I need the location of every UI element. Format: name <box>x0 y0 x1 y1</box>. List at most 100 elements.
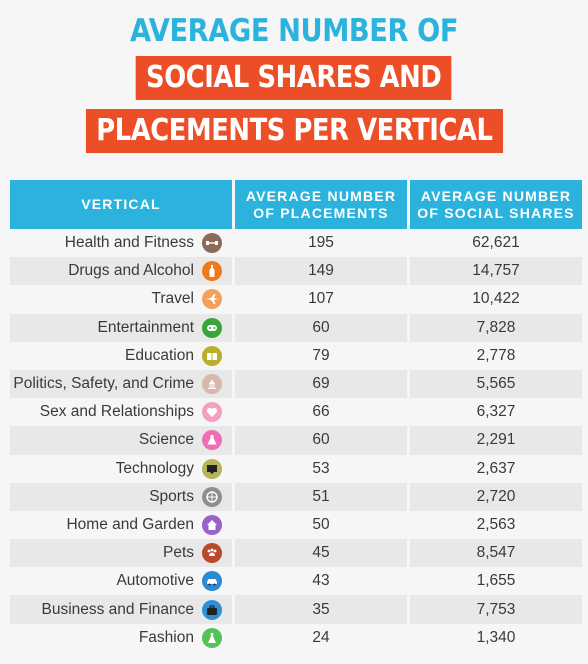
vertical-name: Drugs and Alcohol <box>68 262 194 280</box>
vertical-name: Travel <box>151 290 195 308</box>
shares-cell: 2,720 <box>410 482 582 511</box>
placements-cell: 60 <box>235 313 407 342</box>
vertical-name: Health and Fitness <box>64 234 194 252</box>
paw-icon <box>202 543 222 564</box>
placements-cell: 107 <box>308 290 334 308</box>
vertical-cell: Sports <box>10 482 232 511</box>
table-row: Politics, Safety, and Crime 69 5,565 <box>10 369 582 399</box>
header-placements: AVERAGE NUMBER OF PLACEMENTS <box>235 180 407 229</box>
book-icon <box>202 345 222 366</box>
vertical-name: Politics, Safety, and Crime <box>13 375 194 393</box>
vertical-name: Science <box>138 431 194 449</box>
table-row: Drugs and Alcohol 149 14,757 <box>10 257 582 286</box>
shares-cell: 14,757 <box>410 257 582 286</box>
placements-cell: 79 <box>312 346 330 364</box>
placements-cell: 69 <box>235 369 407 399</box>
shares-cell: 6,327 <box>476 403 516 421</box>
title-ribbon-2: PLACEMENTS PER VERTICAL <box>85 109 503 153</box>
placements-cell: 35 <box>235 595 407 624</box>
table-row: Travel 107 10,422 <box>10 285 582 313</box>
shares-cell: 7,753 <box>410 595 582 624</box>
vertical-name: Fashion <box>138 628 194 646</box>
header-shares-line-2: OF SOCIAL SHARES <box>417 204 575 221</box>
header-shares: AVERAGE NUMBER OF SOCIAL SHARES <box>410 180 582 229</box>
infographic: AVERAGE NUMBER OF SOCIAL SHARES AND PLAC… <box>0 10 588 664</box>
car-icon <box>202 571 222 592</box>
heart-icon <box>202 402 222 423</box>
shares-cell: 5,565 <box>410 369 582 399</box>
vertical-name: Sports <box>149 487 194 505</box>
table-row: Business and Finance 35 7,753 <box>10 595 582 624</box>
vertical-name: Technology <box>115 459 194 477</box>
placements-cell: 51 <box>235 482 407 511</box>
table-row: Fashion 24 1,340 <box>10 624 582 652</box>
shares-cell: 2,563 <box>476 515 516 533</box>
vertical-name: Automotive <box>116 572 194 590</box>
header-vertical: VERTICAL <box>10 180 232 229</box>
vertical-cell: Pets <box>10 539 232 568</box>
vertical-cell: Fashion <box>10 624 232 652</box>
vertical-cell: Business and Finance <box>10 595 232 624</box>
placements-cell: 50 <box>312 515 330 533</box>
vertical-cell: Health and Fitness <box>10 229 232 257</box>
table-row: Sports 51 2,720 <box>10 482 582 511</box>
shares-cell: 2,778 <box>476 346 516 364</box>
flask-icon <box>202 430 222 451</box>
vertical-cell: Travel <box>10 285 232 313</box>
table-row: Sex and Relationships 66 6,327 <box>10 398 582 426</box>
table-body: Health and Fitness 195 62,621 Drugs and Alc… <box>10 229 582 652</box>
shares-cell: 10,422 <box>472 290 520 308</box>
placements-cell: 149 <box>235 257 407 286</box>
table-header: VERTICAL AVERAGE NUMBER OF PLACEMENTS AV… <box>10 180 582 229</box>
vertical-name: Education <box>125 346 194 364</box>
vertical-name: Pets <box>162 544 194 562</box>
table-row: Health and Fitness 195 62,621 <box>10 229 582 257</box>
placements-cell: 53 <box>312 459 330 477</box>
shares-cell: 2,637 <box>476 459 516 477</box>
vertical-cell: Drugs and Alcohol <box>10 257 232 286</box>
capitol-icon <box>202 374 222 395</box>
vertical-cell: Education <box>10 342 232 370</box>
ball-icon <box>202 486 222 507</box>
table-row: Home and Garden 50 2,563 <box>10 511 582 539</box>
shares-cell: 1,340 <box>476 628 516 646</box>
vertical-name: Home and Garden <box>66 515 194 533</box>
vertical-cell: Technology <box>10 455 232 483</box>
placements-cell: 195 <box>308 234 334 252</box>
vertical-cell: Science <box>10 426 232 455</box>
house-icon <box>202 514 222 535</box>
vertical-cell: Sex and Relationships <box>10 398 232 426</box>
vertical-name: Sex and Relationships <box>39 403 194 421</box>
title-ribbon-1: SOCIAL SHARES AND <box>136 56 452 100</box>
header-shares-line-1: AVERAGE NUMBER <box>420 187 572 204</box>
placements-cell: 66 <box>312 403 330 421</box>
monitor-icon <box>202 458 222 479</box>
table-row: Entertainment 60 7,828 <box>10 313 582 342</box>
shares-cell: 8,547 <box>410 539 582 568</box>
airplane-icon <box>202 289 222 310</box>
dress-icon <box>202 627 222 648</box>
bottle-icon <box>202 261 222 282</box>
header-vertical-label: VERTICAL <box>81 196 161 212</box>
vertical-name: Entertainment <box>97 318 195 336</box>
gamepad-icon <box>202 317 222 338</box>
shares-cell: 2,291 <box>410 426 582 455</box>
table-row: Science 60 2,291 <box>10 426 582 455</box>
header-placements-label: AVERAGE NUMBER OF PLACEMENTS <box>246 188 396 222</box>
placements-cell: 45 <box>235 539 407 568</box>
placements-cell: 60 <box>235 426 407 455</box>
vertical-table: VERTICAL AVERAGE NUMBER OF PLACEMENTS AV… <box>10 180 582 652</box>
vertical-cell: Automotive <box>10 567 232 595</box>
placements-cell: 43 <box>312 572 330 590</box>
table-row: Education 79 2,778 <box>10 342 582 370</box>
vertical-cell: Politics, Safety, and Crime <box>10 369 232 399</box>
vertical-cell: Home and Garden <box>10 511 232 539</box>
dumbbell-icon <box>202 233 222 254</box>
shares-cell: 7,828 <box>410 313 582 342</box>
title-line-1: AVERAGE NUMBER OF <box>129 13 459 49</box>
vertical-cell: Entertainment <box>10 313 232 342</box>
table-row: Automotive 43 1,655 <box>10 567 582 595</box>
table-row: Technology 53 2,637 <box>10 455 582 483</box>
title-block: AVERAGE NUMBER OF SOCIAL SHARES AND PLAC… <box>0 10 588 153</box>
vertical-name: Business and Finance <box>41 600 194 618</box>
